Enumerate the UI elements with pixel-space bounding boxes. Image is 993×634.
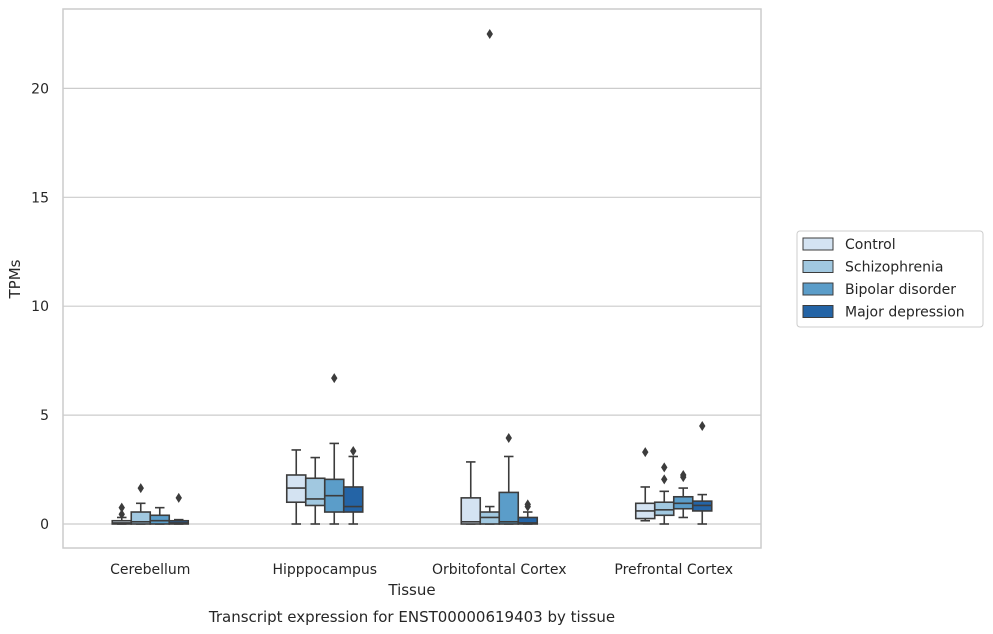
legend-swatch	[802, 237, 834, 251]
gridlines	[63, 87, 761, 525]
box-control	[460, 461, 482, 525]
legend-label: Control	[845, 237, 896, 253]
box-schizophrenia	[304, 456, 326, 525]
outlier-point	[699, 420, 706, 431]
legend-label: Bipolar disorder	[845, 282, 956, 298]
box-control	[111, 502, 133, 525]
x-tick-labels: Cerebellum Hipppocampus Orbitofontal Corte…	[110, 562, 733, 578]
box-major-depression	[168, 492, 190, 525]
box-control	[634, 447, 656, 522]
chart-title: Transcript expression for ENST0000061940…	[208, 608, 615, 626]
box-iqr	[149, 514, 171, 525]
box-schizophrenia	[130, 483, 152, 525]
box-bipolar-disorder	[672, 469, 694, 519]
y-tick-label: 0	[40, 517, 49, 533]
box-schizophrenia	[653, 462, 675, 525]
y-tick-label: 5	[40, 408, 49, 424]
y-tick-label: 10	[31, 299, 49, 315]
box-iqr	[304, 477, 326, 507]
box-major-depression	[691, 420, 713, 525]
box-iqr	[460, 497, 482, 525]
box-schizophrenia	[479, 28, 501, 525]
plot-area-frame	[62, 8, 762, 549]
y-tick-labels: 0 5 10 15 20	[31, 81, 49, 533]
box-major-depression	[342, 446, 364, 525]
outlier-point	[118, 502, 125, 513]
x-axis-title: Tissue	[387, 581, 435, 599]
outlier-point	[680, 469, 687, 480]
outlier-point	[331, 373, 338, 384]
y-axis-title: TPMs	[6, 259, 24, 299]
outlier-point	[350, 446, 357, 457]
box-control	[285, 449, 307, 525]
box-bipolar-disorder	[323, 373, 345, 525]
legend-swatch	[802, 282, 834, 296]
outlier-point	[642, 447, 649, 458]
outlier-point	[118, 509, 125, 520]
box-major-depression	[517, 499, 539, 525]
x-tick-label: Hipppocampus	[272, 562, 377, 578]
box-iqr	[517, 516, 539, 525]
outlier-point	[137, 483, 144, 494]
y-tick-label: 15	[31, 190, 49, 206]
outlier-point	[524, 499, 531, 510]
outlier-point	[486, 28, 493, 39]
legend-label: Schizophrenia	[845, 260, 943, 276]
box-bipolar-disorder	[149, 506, 171, 525]
legend-swatch	[802, 260, 834, 273]
legend-swatch	[802, 305, 834, 318]
x-tick-label: Orbitofontal Cortex	[432, 562, 567, 578]
box-bipolar-disorder	[498, 432, 520, 525]
legend-label: Major depression	[845, 305, 965, 321]
x-tick-label: Cerebellum	[110, 562, 190, 578]
outlier-point	[175, 492, 182, 503]
box-iqr	[342, 486, 364, 513]
legend: Control Schizophrenia Bipolar disorder Majo…	[796, 230, 984, 328]
boxes	[111, 28, 713, 525]
box-iqr	[653, 501, 675, 517]
legend-frame	[796, 230, 984, 328]
box-iqr	[498, 491, 520, 525]
y-tick-label: 20	[31, 81, 49, 97]
outlier-point	[661, 462, 668, 473]
outlier-point	[661, 474, 668, 485]
x-tick-label: Prefrontal Cortex	[614, 562, 733, 578]
outlier-point	[505, 432, 512, 443]
